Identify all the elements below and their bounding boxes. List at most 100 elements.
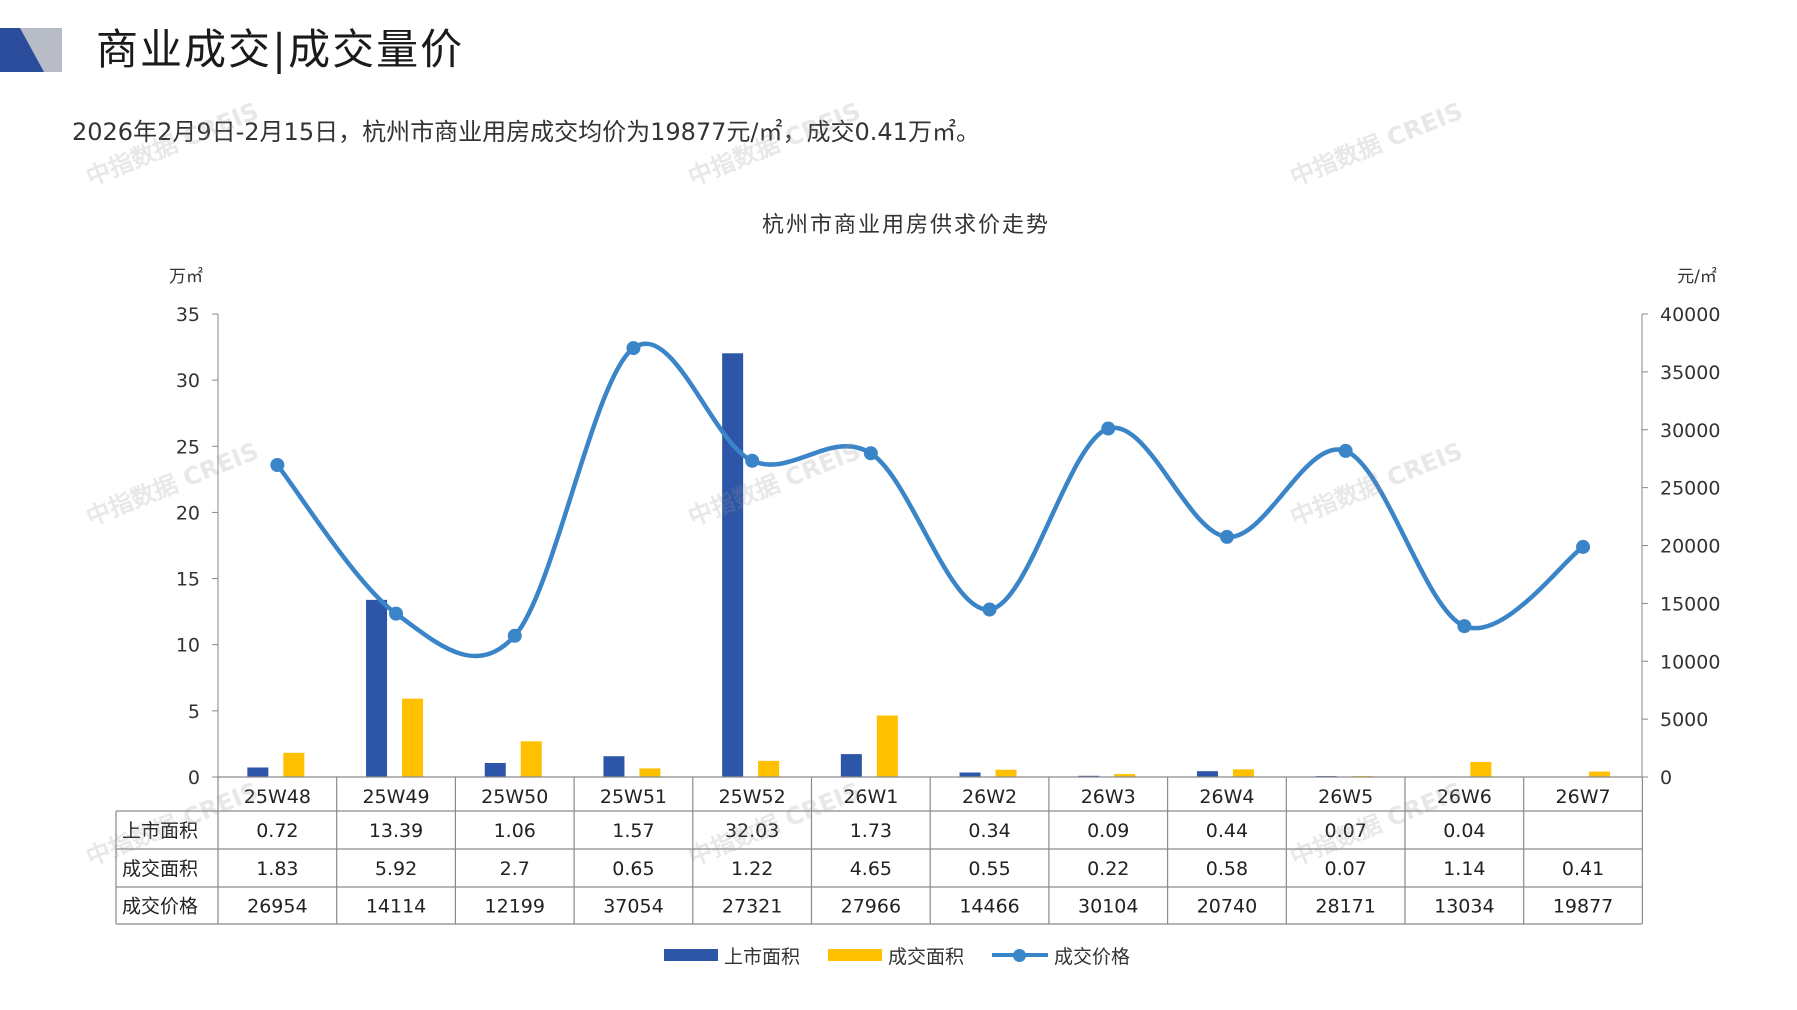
data-label: 14466	[959, 896, 1019, 918]
page-title: 商业成交|成交量价	[96, 25, 465, 74]
data-label: 0.65	[612, 858, 654, 880]
point-price-25W48	[270, 458, 285, 473]
bar-deal-area-26W3	[1114, 774, 1136, 777]
bar-supply-26W1	[840, 754, 862, 777]
y-right-tick-label: 40000	[1660, 304, 1720, 326]
legend-item-deal-area: 成交面积	[828, 942, 964, 969]
point-price-25W52	[745, 453, 760, 468]
legend-item-price: 成交价格	[992, 942, 1130, 969]
y-right-tick-label: 10000	[1660, 651, 1720, 673]
data-label: 1.22	[731, 858, 773, 880]
bar-supply-25W48	[247, 767, 269, 777]
point-price-26W2	[982, 602, 997, 617]
x-category-label: 25W51	[600, 786, 667, 808]
data-label: 0.09	[1087, 820, 1129, 842]
bar-deal-area-26W1	[876, 715, 898, 777]
header-logo-icon	[0, 28, 62, 72]
y-right-tick-label: 15000	[1660, 593, 1720, 615]
legend-label-deal-area: 成交面积	[888, 945, 965, 968]
y-left-tick-label: 5	[188, 701, 200, 723]
bar-deal-area-25W50	[520, 741, 542, 777]
y-left-unit-label: 万㎡	[169, 267, 203, 287]
legend-swatch-deal-area	[828, 949, 883, 961]
data-label: 13.39	[369, 820, 423, 842]
x-category-label: 25W49	[362, 786, 429, 808]
data-label: 20740	[1197, 896, 1257, 918]
x-category-label: 26W2	[962, 786, 1017, 808]
data-label: 1.73	[850, 820, 892, 842]
bar-supply-25W52	[722, 353, 744, 777]
bar-deal-area-25W49	[402, 698, 424, 777]
bar-supply-26W4	[1196, 771, 1218, 777]
point-price-25W50	[507, 628, 522, 643]
data-label: 4.65	[850, 858, 892, 880]
data-label: 1.06	[494, 820, 536, 842]
x-category-label: 25W52	[719, 786, 786, 808]
chart-title: 杭州市商业用房供求价走势	[762, 213, 1050, 238]
x-category-label: 25W48	[244, 786, 311, 808]
bar-deal-area-25W48	[283, 752, 305, 777]
data-label: 0.22	[1087, 858, 1129, 880]
data-label: 0.04	[1443, 820, 1485, 842]
y-left-tick-label: 20	[176, 502, 200, 524]
bar-deal-area-25W52	[758, 760, 780, 777]
legend-item-supply: 上市面积	[664, 942, 800, 969]
data-label: 0.07	[1324, 858, 1366, 880]
data-label: 5.92	[375, 858, 417, 880]
y-left-tick-label: 0	[188, 767, 200, 789]
x-category-label: 26W4	[1199, 786, 1254, 808]
data-label: 1.14	[1443, 858, 1485, 880]
x-category-label: 26W1	[843, 786, 898, 808]
data-label: 0.41	[1562, 858, 1604, 880]
data-label: 27966	[841, 896, 901, 918]
point-price-26W6	[1457, 619, 1472, 634]
data-label: 14114	[366, 896, 426, 918]
point-price-26W1	[863, 446, 878, 461]
x-category-label: 25W50	[481, 786, 548, 808]
bar-deal-area-26W2	[995, 769, 1017, 777]
y-right-tick-label: 25000	[1660, 478, 1720, 500]
data-label: 32.03	[725, 820, 779, 842]
point-price-25W51	[626, 341, 641, 356]
chart-legend: 上市面积 成交面积 成交价格	[664, 942, 1130, 968]
summary-text: 2026年2月9日-2月15日，杭州市商业用房成交均价为19877元/㎡，成交0…	[72, 118, 980, 146]
point-price-26W4	[1219, 529, 1234, 544]
y-right-tick-label: 30000	[1660, 420, 1720, 442]
point-price-26W3	[1101, 421, 1116, 436]
data-label: 0.34	[968, 820, 1010, 842]
y-right-tick-label: 20000	[1660, 536, 1720, 558]
table-row-header: 成交价格	[122, 896, 198, 918]
bar-supply-26W2	[959, 772, 981, 777]
data-label: 27321	[722, 896, 782, 918]
data-label: 1.57	[612, 820, 654, 842]
data-label: 0.72	[256, 820, 298, 842]
legend-swatch-price	[992, 949, 1049, 962]
legend-swatch-supply	[664, 949, 718, 961]
point-price-26W5	[1338, 443, 1353, 458]
data-label: 2.7	[500, 858, 530, 880]
legend-label-price: 成交价格	[1054, 945, 1131, 968]
y-left-tick-label: 25	[176, 436, 200, 458]
x-category-label: 26W3	[1081, 786, 1136, 808]
bar-deal-area-26W6	[1470, 761, 1492, 777]
point-price-25W49	[389, 606, 404, 621]
data-label: 1.83	[256, 858, 298, 880]
bar-supply-25W49	[366, 599, 388, 777]
y-right-tick-label: 35000	[1660, 362, 1720, 384]
x-category-label: 26W7	[1556, 786, 1611, 808]
bar-deal-area-26W7	[1589, 771, 1611, 777]
data-label: 37054	[603, 896, 663, 918]
table-row-header: 上市面积	[122, 820, 198, 842]
data-label: 28171	[1315, 896, 1375, 918]
y-left-tick-label: 10	[176, 635, 200, 657]
y-right-unit-label: 元/㎡	[1677, 267, 1717, 287]
data-label: 0.58	[1206, 858, 1248, 880]
y-left-tick-label: 30	[176, 370, 200, 392]
data-label: 0.07	[1324, 820, 1366, 842]
y-left-tick-label: 35	[176, 304, 200, 326]
data-label: 19877	[1553, 896, 1613, 918]
page-header: 商业成交|成交量价	[0, 22, 700, 78]
bar-deal-area-25W51	[639, 768, 661, 777]
bar-deal-area-26W4	[1232, 769, 1254, 777]
